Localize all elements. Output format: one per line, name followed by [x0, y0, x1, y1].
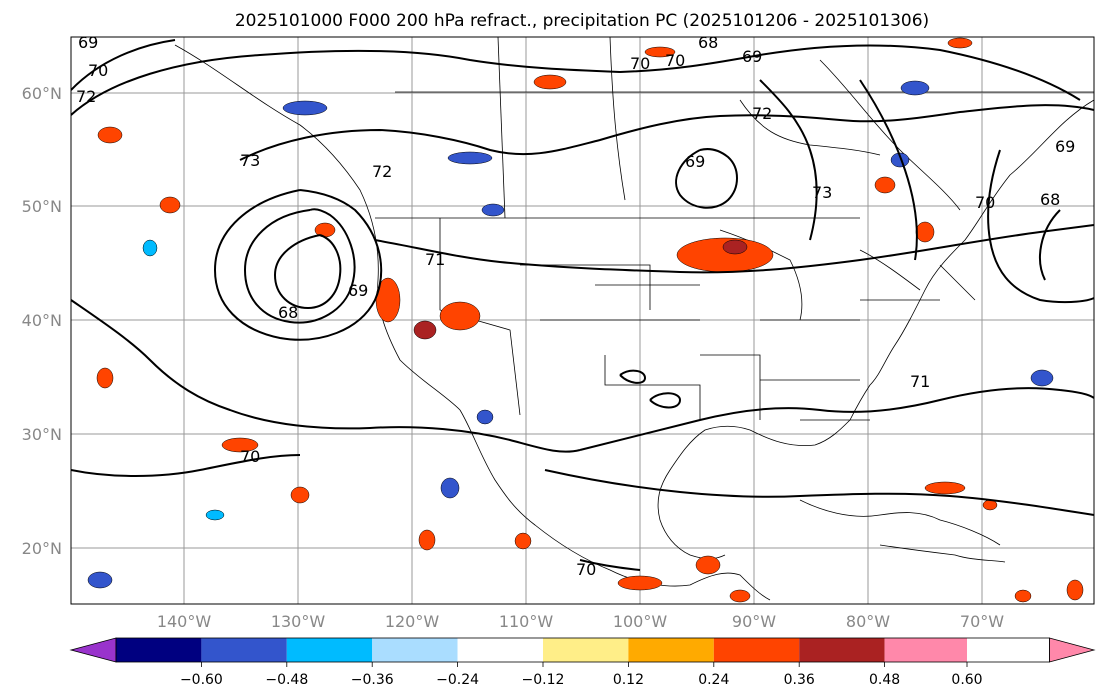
colorbar-segment: [201, 638, 287, 662]
lat-label: 50°N: [22, 197, 62, 216]
colorbar-label: −0.36: [351, 672, 394, 688]
figure-title: 2025101000 F000 200 hPa refract., precip…: [235, 11, 929, 31]
map-panel: 69 70 72 73 71 68 69 72 70 68 69 70 71 6…: [70, 33, 1095, 605]
colorbar-segment: [628, 638, 714, 662]
longitude-labels: 140°W 130°W 120°W 110°W 100°W 90°W 80°W …: [157, 612, 1004, 631]
latitude-labels: 60°N 50°N 40°N 30°N 20°N: [22, 84, 62, 558]
lon-label: 130°W: [271, 612, 326, 631]
lat-label: 60°N: [22, 84, 62, 103]
contour-label: 69: [78, 33, 98, 52]
colorbar-label: 0.12: [613, 672, 644, 688]
colorbar-outline: [115, 637, 1050, 663]
contour-label: 69: [685, 152, 705, 171]
lon-label: 120°W: [385, 612, 440, 631]
contour-label: 69: [348, 281, 368, 300]
contour-label: 70: [576, 560, 596, 579]
colorbar-label: −0.48: [265, 672, 308, 688]
colorbar-label: 0.60: [951, 672, 982, 688]
lon-label: 110°W: [499, 612, 554, 631]
colorbar-segment: [457, 638, 543, 662]
colorbar-segment: [116, 638, 202, 662]
contour-label: 69: [742, 47, 762, 66]
refractivity-contours: [71, 39, 1094, 571]
colorbar-label: 0.36: [784, 672, 815, 688]
lat-label: 40°N: [22, 311, 62, 330]
precip-field: [87, 37, 1084, 603]
contour-label: 68: [1040, 190, 1060, 209]
colorbar-segment: [286, 638, 373, 662]
lat-label: 20°N: [22, 539, 62, 558]
contour-label: 70: [88, 61, 108, 80]
lon-label: 90°W: [732, 612, 776, 631]
lon-label: 70°W: [960, 612, 1004, 631]
colorbar-label: 0.48: [869, 672, 900, 688]
colorbar-segment: [967, 638, 1050, 662]
coastlines: [174, 37, 1094, 601]
lat-label: 30°N: [22, 425, 62, 444]
contour-label: 73: [240, 151, 260, 170]
contour-label: 70: [240, 447, 260, 466]
colorbar-segment: [799, 638, 885, 662]
contour-label: 68: [278, 303, 298, 322]
contour-label: 71: [425, 250, 445, 269]
map-frame: [70, 36, 1095, 605]
contour-label: 70: [630, 54, 650, 73]
contour-label: 69: [1055, 137, 1075, 156]
colorbar-label: −0.12: [522, 672, 565, 688]
contour-label: 73: [812, 183, 832, 202]
colorbar-ticks: [200, 662, 968, 667]
colorbar-segment: [884, 638, 967, 662]
contour-label: 70: [975, 193, 995, 212]
lon-label: 100°W: [613, 612, 668, 631]
contour-label: 72: [752, 104, 772, 123]
lon-label: 80°W: [846, 612, 890, 631]
colorbar-segment: [372, 638, 458, 662]
colorbar-high-extension: [1049, 637, 1096, 663]
contour-labels: 69 70 72 73 71 68 69 72 70 68 69 70 71 6…: [76, 33, 1075, 579]
colorbar-segment: [713, 638, 800, 662]
contour-label: 72: [76, 87, 96, 106]
colorbar-label: −0.24: [436, 672, 479, 688]
contour-label: 68: [698, 33, 718, 52]
colorbar: −0.60 −0.48 −0.36 −0.24 −0.12 0.12 0.24 …: [69, 637, 1096, 688]
lon-label: 140°W: [157, 612, 212, 631]
contour-label: 70: [665, 51, 685, 70]
colorbar-label: 0.24: [698, 672, 729, 688]
contour-label: 71: [910, 372, 930, 391]
colorbar-low-extension: [69, 637, 117, 663]
colorbar-segment: [543, 638, 629, 662]
contour-label: 72: [372, 162, 392, 181]
colorbar-label: −0.60: [180, 672, 223, 688]
